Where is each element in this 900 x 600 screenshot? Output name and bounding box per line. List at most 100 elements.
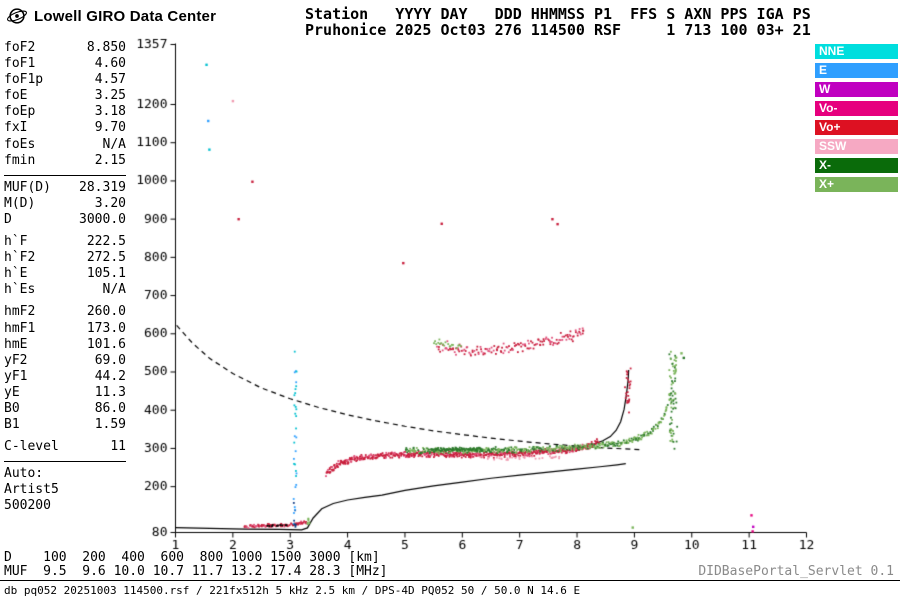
parameter-value: 4.60: [94, 56, 126, 72]
lowell-giro-logo: [7, 8, 27, 24]
parameter-value: 4.57: [94, 72, 126, 88]
parameter-label: MUF(D): [4, 179, 51, 195]
parameter-group: MUF(D) 28.319 M(D) 3.20 D 3000.0: [4, 180, 126, 228]
brand-title: Lowell GIRO Data Center: [34, 7, 217, 25]
parameter-value: 69.0: [94, 352, 126, 368]
parameter-row: hmF2 260.0: [4, 304, 126, 320]
parameter-label: B0: [4, 400, 20, 416]
legend-item-ssw: SSW: [815, 139, 898, 154]
legend-item-x-minus: X-: [815, 158, 898, 173]
parameter-row: M(D) 3.20: [4, 196, 126, 212]
parameter-value: 105.1: [86, 266, 126, 282]
legend-item-e: E: [815, 63, 898, 78]
parameter-label: h`E: [4, 266, 28, 282]
parameter-label: foEp: [4, 104, 36, 120]
parameter-value: 2.15: [94, 152, 126, 168]
servlet-version-label: DIDBasePortal_Servlet 0.1: [698, 564, 894, 579]
footer-divider: [0, 580, 900, 581]
parameter-row: foE 3.25: [4, 88, 126, 104]
parameter-value: N/A: [102, 282, 126, 298]
parameter-label: foF2: [4, 40, 36, 55]
parameter-row: D 3000.0: [4, 212, 126, 228]
source-info-line: db pq052 20251003 114500.rsf / 221fx512h…: [4, 584, 581, 597]
parameter-row: foEs N/A: [4, 137, 126, 153]
parameter-label: B1: [4, 417, 20, 433]
legend-item-nne: NNE: [815, 44, 898, 59]
parameter-group: C-level 11: [4, 439, 126, 455]
parameter-row: foF1p 4.57: [4, 72, 126, 88]
parameter-value: 222.5: [86, 234, 126, 250]
parameter-row: yF2 69.0: [4, 353, 126, 369]
parameter-value: 101.6: [86, 336, 126, 352]
parameter-row: hmE 101.6: [4, 337, 126, 353]
legend-item-w: W: [815, 82, 898, 97]
station-header-labels: Station YYYY DAY DDD HHMMSS P1 FFS S AXN…: [305, 5, 811, 23]
parameter-value: N/A: [102, 136, 126, 152]
parameter-value: 173.0: [86, 320, 126, 336]
parameter-value: 3000.0: [79, 211, 126, 227]
polarization-legend: NNE E W Vo- Vo+ SSW X- X+: [815, 44, 898, 196]
parameter-label: h`F2: [4, 250, 36, 266]
parameter-value: 28.319: [79, 179, 126, 195]
parameter-label: foE: [4, 88, 28, 104]
parameter-row: yE 11.3: [4, 385, 126, 401]
parameter-row: C-level 11: [4, 439, 126, 455]
parameter-group: h`F 222.5 h`F2 272.5 h`E 105.1 h`Es N/A: [4, 234, 126, 298]
station-header: Station YYYY DAY DDD HHMMSS P1 FFS S AXN…: [305, 6, 811, 38]
parameter-group: foF2 8.850 foF1 4.60 foF1p 4.57 foE 3.25 foEp 3.1…: [4, 40, 126, 169]
parameter-row: hmF1 173.0: [4, 321, 126, 337]
parameter-label: yF2: [4, 352, 28, 368]
parameter-row: foEp 3.18: [4, 104, 126, 120]
parameter-label: yF1: [4, 368, 28, 384]
parameter-row: h`F 222.5: [4, 234, 126, 250]
parameter-panel: foF2 8.850 foF1 4.60 foF1p 4.57 foE 3.25 foEp 3.1…: [4, 40, 126, 521]
parameter-label: yE: [4, 384, 20, 400]
parameter-label: h`Es: [4, 282, 36, 298]
parameter-value: 86.0: [94, 400, 126, 416]
parameter-row: 500200: [4, 498, 126, 514]
parameter-value: 260.0: [86, 304, 126, 320]
parameter-divider: [4, 461, 126, 463]
parameter-label: hmE: [4, 336, 28, 352]
parameter-label: foF1: [4, 56, 36, 72]
muf-row: MUF 9.5 9.6 10.0 10.7 11.7 13.2 17.4 28.…: [4, 564, 388, 579]
parameter-label: fmin: [4, 152, 36, 168]
parameter-row: foF1 4.60: [4, 56, 126, 72]
parameter-label: foEs: [4, 136, 36, 152]
parameter-value: 11: [110, 439, 126, 455]
parameter-label: hmF1: [4, 320, 36, 336]
parameter-row: Auto:: [4, 466, 126, 482]
parameter-value: 1.59: [94, 417, 126, 433]
parameter-label: Auto:: [4, 466, 44, 482]
parameter-value: 3.20: [94, 195, 126, 211]
parameter-label: Artist5: [4, 482, 59, 498]
station-header-values: Pruhonice 2025 Oct03 276 114500 RSF 1 71…: [305, 21, 811, 39]
distance-row: D 100 200 400 600 800 1000 1500 3000 [km…: [4, 550, 380, 565]
parameter-row: MUF(D) 28.319: [4, 180, 126, 196]
parameter-row: B1 1.59: [4, 417, 126, 433]
parameter-group: hmF2 260.0 hmF1 173.0 hmE 101.6 yF2 69.0 yF1 44.2…: [4, 304, 126, 433]
brand: Lowell GIRO Data Center: [6, 5, 216, 27]
parameter-value: 272.5: [86, 250, 126, 266]
parameter-divider: [4, 174, 126, 176]
parameter-row: yF1 44.2: [4, 369, 126, 385]
parameter-label: M(D): [4, 195, 36, 211]
parameter-value: 3.18: [94, 104, 126, 120]
parameter-value: 44.2: [94, 368, 126, 384]
parameter-label: C-level: [4, 439, 59, 455]
legend-item-x-plus: X+: [815, 177, 898, 192]
parameter-value: 9.70: [94, 120, 126, 136]
parameter-row: fmin 2.15: [4, 153, 126, 169]
parameter-label: hmF2: [4, 304, 36, 320]
parameter-label: foF1p: [4, 72, 44, 88]
parameter-label: 500200: [4, 498, 51, 514]
parameter-row: foF2 8.850: [4, 40, 126, 56]
parameter-row: Artist5: [4, 482, 126, 498]
parameter-label: fxI: [4, 120, 28, 136]
parameter-group: Auto: Artist5 500200: [4, 466, 126, 514]
parameter-row: h`E 105.1: [4, 266, 126, 282]
parameter-value: 3.25: [94, 88, 126, 104]
parameter-row: h`F2 272.5: [4, 250, 126, 266]
